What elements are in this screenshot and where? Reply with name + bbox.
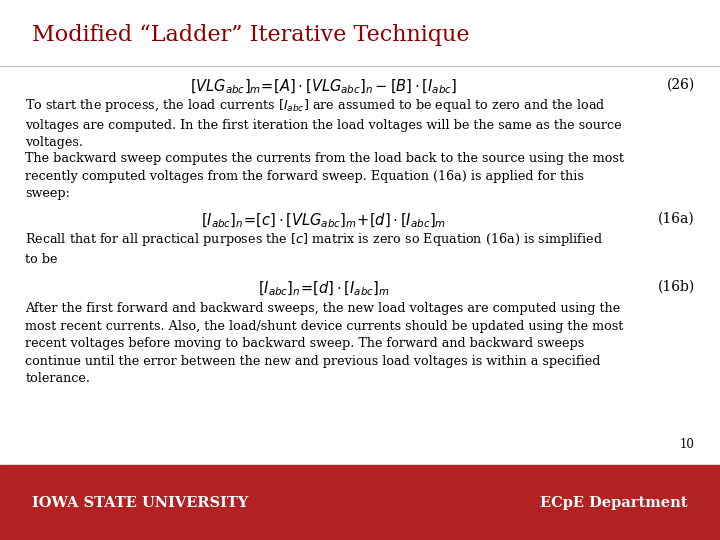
Text: $[I_{abc}]_n\!=\![d]\cdot[I_{abc}]_m$: $[I_{abc}]_n\!=\![d]\cdot[I_{abc}]_m$ <box>258 280 390 298</box>
Text: Modified “Ladder” Iterative Technique: Modified “Ladder” Iterative Technique <box>32 24 470 46</box>
Bar <box>0 465 720 540</box>
Text: IOWA STATE UNIVERSITY: IOWA STATE UNIVERSITY <box>32 496 248 510</box>
Text: 10: 10 <box>680 438 695 451</box>
Text: $[VLG_{abc}]_m\!=\![A]\cdot[VLG_{abc}]_n - [B]\cdot[I_{abc}]$: $[VLG_{abc}]_m\!=\![A]\cdot[VLG_{abc}]_n… <box>190 77 458 96</box>
Text: After the first forward and backward sweeps, the new load voltages are computed : After the first forward and backward swe… <box>25 302 624 386</box>
Text: (16a): (16a) <box>658 212 695 226</box>
Text: Recall that for all practical purposes the $[c]$ matrix is zero so Equation (16a: Recall that for all practical purposes t… <box>25 231 603 266</box>
Text: To start the process, the load currents $[I_{abc}]$ are assumed to be equal to z: To start the process, the load currents … <box>25 97 622 149</box>
Text: The backward sweep computes the currents from the load back to the source using : The backward sweep computes the currents… <box>25 152 624 200</box>
Text: $[I_{abc}]_n\!=\![c]\cdot[VLG_{abc}]_m\!+\![d]\cdot[I_{abc}]_m$: $[I_{abc}]_n\!=\![c]\cdot[VLG_{abc}]_m\!… <box>202 212 446 230</box>
Text: (16b): (16b) <box>657 280 695 294</box>
Text: (26): (26) <box>667 77 695 91</box>
Text: ECpE Department: ECpE Department <box>540 496 688 510</box>
